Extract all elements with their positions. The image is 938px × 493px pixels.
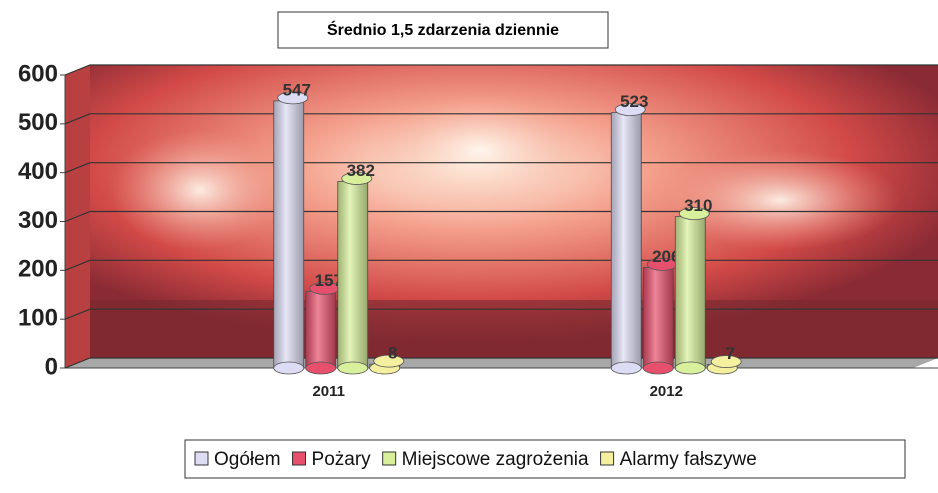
grid-line [64,210,938,223]
grid-line [64,64,938,76]
y-tick-label: 200 [18,256,58,283]
legend-swatch [600,451,615,466]
grid-line [64,162,938,174]
bar-bottom [674,361,706,375]
bar-bottom [305,361,337,375]
bar-shade [305,291,336,368]
title-box [277,11,609,49]
value-label: 547 [283,80,311,99]
legend-label: Ogółem [214,449,281,470]
glow [110,130,290,250]
bar-top [678,207,710,221]
legend-label: Pożary [312,449,372,470]
glow [660,150,900,250]
y-tick-label: 500 [18,109,58,136]
value-label: 310 [684,196,712,215]
y-tick-label: 600 [18,60,58,87]
legend-label: Miejscowe zagrożenia [402,449,589,470]
legend-label: Alarmy fałszywe [620,449,757,470]
bar-top [710,355,742,368]
bar-top [341,172,373,185]
bar-bottom [337,361,369,375]
x-tick-label: 2012 [650,383,683,400]
y-tick-label: 300 [18,207,58,234]
legend-swatch [382,451,397,466]
chart-title: Średnio 1,5 zdarzenia dziennie [327,20,559,39]
bar-shade [337,181,368,368]
bar-top [373,354,405,368]
value-label: 206 [652,247,680,266]
value-label: 8 [388,344,397,363]
y-tick-label: 100 [18,305,58,332]
bar-bottom [273,361,305,375]
bar-top [614,103,646,117]
y-tick-label: 400 [18,158,58,185]
bar-shade [611,112,642,368]
bar-shade [273,100,304,369]
bar-bottom [610,361,642,375]
value-label: 7 [726,344,735,363]
legend-swatch [292,451,307,466]
y-tick-label: 0 [45,353,58,380]
glow [370,90,590,210]
legend-swatch [194,451,209,466]
value-label: 523 [620,92,648,111]
floor [65,358,938,368]
value-label: 382 [347,161,375,180]
grid-line [64,113,938,125]
bar-bottom [642,361,674,375]
x-tick-label: 2011 [312,383,345,400]
bar-shade [643,267,674,368]
bar-top [277,91,309,105]
value-label: 157 [315,271,343,290]
plot-background [64,65,938,369]
bar-shade [675,216,706,368]
